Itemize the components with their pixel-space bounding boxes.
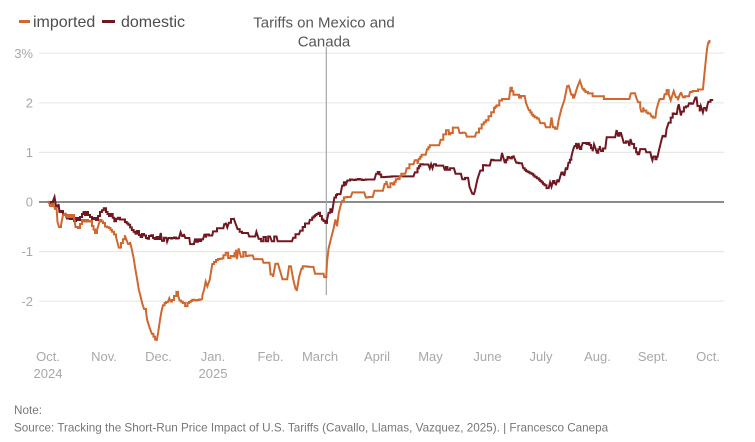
svg-text:April: April [364,349,390,364]
svg-text:Feb.: Feb. [257,349,283,364]
svg-text:Aug.: Aug. [584,349,611,364]
svg-text:2: 2 [26,95,33,110]
svg-text:May: May [418,349,443,364]
svg-text:domestic: domestic [121,14,185,31]
svg-text:Note:: Note: [14,404,42,417]
svg-text:July: July [529,349,553,364]
svg-text:Sept.: Sept. [638,349,668,364]
svg-text:2025: 2025 [199,366,228,381]
svg-text:Oct.: Oct. [36,349,60,364]
svg-text:Jan.: Jan. [201,349,226,364]
svg-text:1: 1 [26,145,33,160]
svg-text:March: March [302,349,338,364]
svg-text:Canada: Canada [298,34,351,51]
svg-text:3%: 3% [14,46,33,61]
svg-text:Tariffs on Mexico and: Tariffs on Mexico and [253,15,394,32]
svg-text:Source: Tracking the Short-Run: Source: Tracking the Short-Run Price Imp… [14,422,609,435]
svg-text:-2: -2 [21,294,33,309]
svg-text:June: June [473,349,501,364]
svg-text:Oct.: Oct. [696,349,720,364]
svg-text:Nov.: Nov. [91,349,117,364]
svg-text:2024: 2024 [34,366,63,381]
svg-text:0: 0 [26,195,33,210]
svg-text:imported: imported [33,14,95,31]
svg-text:-1: -1 [21,244,33,259]
svg-text:Dec.: Dec. [145,349,172,364]
